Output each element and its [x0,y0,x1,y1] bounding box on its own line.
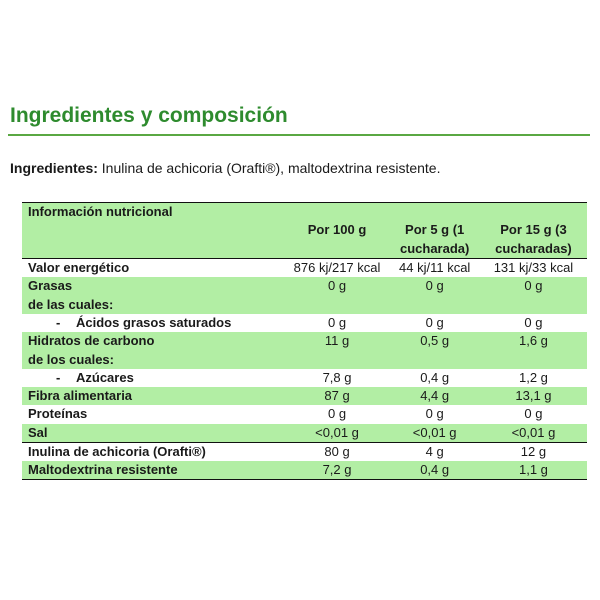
cell-value: 4 g [389,441,480,462]
cell-value: 80 g [284,441,390,462]
table-row: Valor energético 876 kj/217 kcal 44 kj/1… [22,258,587,278]
cell-value: 1,2 g [479,368,587,387]
cell-value: 4,4 g [389,386,480,406]
row-dash: - [56,369,61,385]
cell-value: 7,2 g [284,461,390,481]
col-header-per-100g: Por 100 g [284,221,390,240]
col-header-per-15g-unit: cucharadas) [479,239,587,259]
table-row: Grasas 0 g 0 g 0 g [22,277,587,296]
table-title-row: Información nutricional [22,202,587,222]
table-row: Maltodextrina resistente 7,2 g 0,4 g 1,1… [22,461,587,481]
cell-value: 0 g [389,313,480,333]
cell-value: 0,4 g [389,368,480,387]
cell-value: 0 g [284,405,390,424]
col-header-per-5g: Por 5 g (1 [389,221,480,240]
cell-value: 7,8 g [284,368,390,387]
row-label: de las cuales: [22,295,285,314]
row-label: Proteínas [22,405,285,424]
cell-value: 1,1 g [479,461,587,481]
ingredients-value: Inulina de achicoria (Orafti®), maltodex… [97,160,441,176]
table-row: de los cuales: [22,350,587,369]
cell-value: 131 kj/33 kcal [479,258,587,278]
cell-value: 13,1 g [479,386,587,406]
column-header-row-2: cucharada) cucharadas) [22,239,587,259]
table-row: - Ácidos grasos saturados 0 g 0 g 0 g [22,313,587,333]
table-row: Hidratos de carbono 11 g 0,5 g 1,6 g [22,332,587,351]
cell-value: 12 g [479,441,587,462]
cell-value: <0,01 g [284,423,390,443]
table-title: Información nutricional [22,202,587,222]
row-label: de los cuales: [22,350,285,369]
row-label: Maltodextrina resistente [22,461,285,481]
row-label: - Ácidos grasos saturados [22,313,285,333]
column-header-row-1: Por 100 g Por 5 g (1 Por 15 g (3 [22,221,587,240]
table-row: Fibra alimentaria 87 g 4,4 g 13,1 g [22,386,587,406]
row-label: Grasas [22,277,285,296]
cell-value: 0,4 g [389,461,480,481]
cell-value: 876 kj/217 kcal [284,258,390,278]
table-row: Proteínas 0 g 0 g 0 g [22,405,587,424]
table-row: Inulina de achicoria (Orafti®) 80 g 4 g … [22,441,587,462]
cell-value: 0 g [389,405,480,424]
cell-value: 0 g [284,313,390,333]
cell-value: 0 g [479,313,587,333]
row-label: Sal [22,423,285,443]
table-row: Sal <0,01 g <0,01 g <0,01 g [22,423,587,443]
section-heading: Ingredientes y composición [10,104,288,127]
row-label: - Azúcares [22,368,285,387]
cell-value: <0,01 g [389,423,480,443]
cell-value: 0 g [284,277,390,296]
row-label: Inulina de achicoria (Orafti®) [22,441,285,462]
row-label: Valor energético [22,258,285,278]
table-row: de las cuales: [22,295,587,314]
col-header-per-15g: Por 15 g (3 [479,221,587,240]
col-header-per-5g-unit: cucharada) [389,239,480,259]
cell-value: 11 g [284,332,390,351]
table-row: - Azúcares 7,8 g 0,4 g 1,2 g [22,368,587,387]
nutrition-table: Información nutricional Por 100 g Por 5 … [22,202,587,481]
heading-divider [8,134,590,136]
cell-value: 0 g [479,405,587,424]
ingredients-label: Ingredientes: [10,160,98,176]
row-label-text: Azúcares [76,369,134,385]
cell-value: <0,01 g [479,423,587,443]
row-label: Fibra alimentaria [22,386,285,406]
ingredients-text: Ingredientes: Inulina de achicoria (Oraf… [10,160,440,176]
row-label-text: Ácidos grasos saturados [76,314,232,330]
row-dash: - [56,314,61,330]
cell-value: 44 kj/11 kcal [389,258,480,278]
row-label: Hidratos de carbono [22,332,285,351]
cell-value: 87 g [284,386,390,406]
cell-value: 0,5 g [389,332,480,351]
cell-value: 0 g [389,277,480,296]
cell-value: 1,6 g [479,332,587,351]
cell-value: 0 g [479,277,587,296]
